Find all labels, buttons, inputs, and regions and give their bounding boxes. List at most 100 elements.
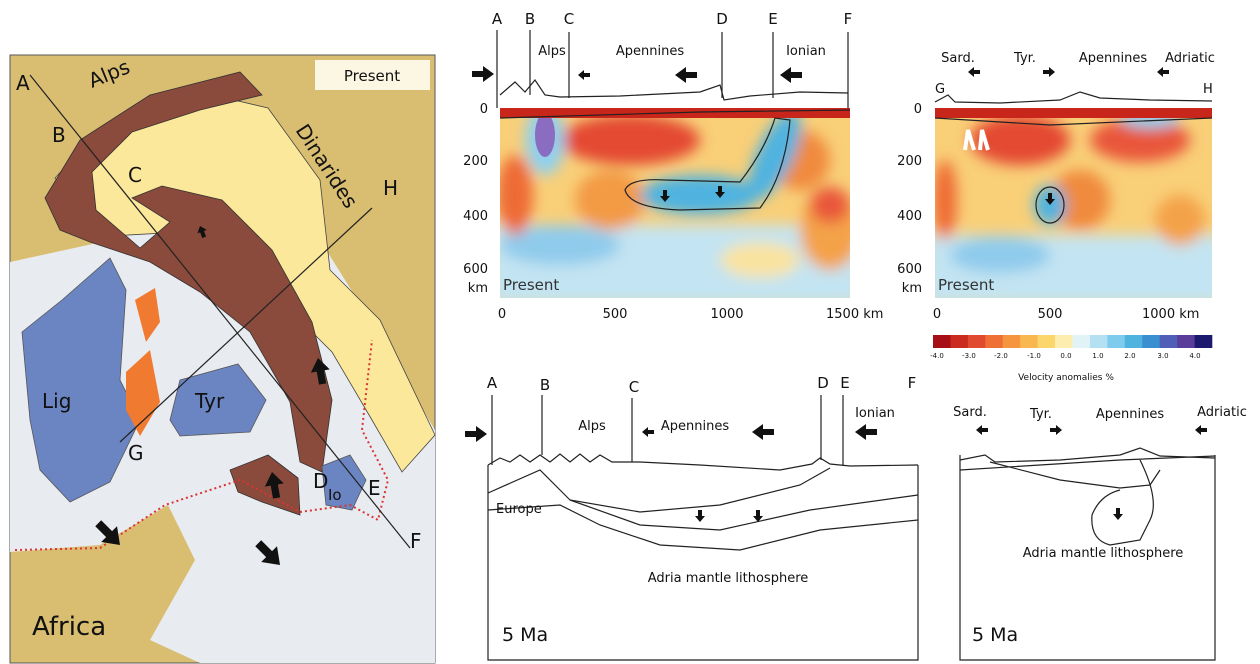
map-label: D: [313, 469, 328, 493]
tomography-image: [490, 104, 860, 305]
colorbar: -4.0 -3.0 -2.0 -1.0 0.0 1.0 2.0 3.0 4.0 …: [930, 335, 1212, 383]
colorbar-cell: [968, 335, 986, 348]
colorbar-tick-label: 3.0: [1157, 352, 1168, 360]
region-label: Apennines: [1096, 407, 1164, 422]
region-label: Adriatic: [1165, 51, 1215, 66]
model-frame: [488, 465, 918, 660]
map-label: Io: [328, 486, 342, 504]
topography: [935, 92, 1212, 103]
anomaly: [497, 155, 533, 235]
anomaly: [535, 113, 555, 157]
region-label: Tyr.: [1029, 407, 1052, 422]
colorbar-tick-label: 2.0: [1124, 352, 1135, 360]
colorbar-cell: [1038, 335, 1056, 348]
anomaly: [1155, 195, 1205, 245]
anomaly: [933, 160, 957, 240]
colorbar-cell: [1073, 335, 1091, 348]
x-tick-label: 0: [498, 307, 506, 322]
colorbar-cell: [1107, 335, 1125, 348]
colorbar-cell: [985, 335, 1003, 348]
map-label: Africa: [32, 612, 106, 642]
section-label: H: [1203, 82, 1213, 97]
topography: [488, 454, 918, 470]
x-tick-label: 500: [603, 307, 628, 322]
region-label: Tyr.: [1013, 51, 1036, 66]
section-label: F: [844, 10, 853, 28]
plate-label: Adria mantle lithosphere: [648, 571, 809, 586]
motion-arrow: [855, 424, 877, 440]
motion-arrow: [976, 425, 988, 435]
inset-label: Present: [503, 276, 559, 294]
region-label: Sard.: [941, 51, 975, 66]
plate-label: Adria mantle lithosphere: [1023, 546, 1184, 561]
colorbar-cell: [933, 335, 951, 348]
page: Present A B C H Alps Dinarides Lig Tyr G…: [0, 0, 1260, 664]
colorbar-cell: [1195, 335, 1213, 348]
anomaly: [560, 115, 700, 165]
map-label: H: [383, 176, 398, 200]
section-label: D: [817, 374, 829, 392]
y-tick-label: 200: [463, 154, 488, 169]
model-gh: Sard. Tyr. Apennines Adriatic Adria mant…: [953, 405, 1247, 660]
section-label: E: [840, 374, 849, 392]
colorbar-cell: [1142, 335, 1160, 348]
colorbar-cell: [1160, 335, 1178, 348]
region-label: Sard.: [953, 405, 987, 420]
region-label: Adriatic: [1197, 405, 1247, 420]
y-tick-label: 200: [897, 154, 922, 169]
colorbar-tick-label: -1.0: [1027, 352, 1041, 360]
age-label: 5 Ma: [972, 624, 1018, 646]
anomaly: [935, 108, 1212, 118]
y-unit: km: [468, 281, 488, 296]
region-label: Apennines: [661, 419, 729, 434]
anomaly: [810, 187, 850, 223]
motion-arrow: [1050, 425, 1062, 435]
colorbar-tick-label: 4.0: [1189, 352, 1200, 360]
colorbar-cell: [1055, 335, 1073, 348]
motion-arrow: [1043, 67, 1055, 77]
motion-arrow: [752, 424, 774, 440]
section-label: D: [716, 10, 728, 28]
plate-boundary: [488, 505, 918, 550]
y-tick-label: 600: [897, 262, 922, 277]
motion-arrow: [780, 67, 802, 83]
colorbar-cell: [1020, 335, 1038, 348]
section-label: B: [540, 376, 550, 394]
colorbar-cell: [950, 335, 968, 348]
anomaly: [950, 237, 1050, 273]
anomaly: [720, 242, 800, 278]
section-label: A: [487, 374, 498, 392]
map-label: B: [52, 123, 66, 147]
map-panel: Present A B C H Alps Dinarides Lig Tyr G…: [10, 55, 435, 663]
colorbar-title: Velocity anomalies %: [1018, 373, 1114, 383]
plate-boundary: [990, 462, 1160, 488]
x-tick-label: 1000: [710, 307, 743, 322]
region-label: Apennines: [1079, 51, 1147, 66]
colorbar-cell: [1090, 335, 1108, 348]
map-label: F: [410, 529, 422, 553]
motion-arrow: [1157, 67, 1169, 77]
region-label: Alps: [538, 44, 566, 59]
topography: [500, 80, 848, 100]
region-label: Apennines: [616, 44, 684, 59]
colorbar-tick-label: 1.0: [1092, 352, 1103, 360]
colorbar-cell: [1003, 335, 1021, 348]
map-label: E: [368, 476, 381, 500]
colorbar-tick-label: 0.0: [1060, 352, 1071, 360]
section-label: E: [768, 10, 777, 28]
section-label: A: [492, 10, 503, 28]
tomography-af: A B C D E F Alps Apennines Ionian 0 200 …: [463, 10, 883, 322]
colorbar-tick-label: -4.0: [930, 352, 944, 360]
age-label: 5 Ma: [502, 624, 548, 646]
model-af: A B C D E F Alps Apennines Ionian Europe…: [465, 374, 918, 660]
inset-label: Present: [938, 276, 994, 294]
motion-arrow: [968, 67, 980, 77]
y-tick-label: 400: [463, 209, 488, 224]
colorbar-cells: [933, 335, 1212, 348]
section-label: C: [564, 10, 574, 28]
motion-arrow: [695, 510, 705, 522]
map-label: A: [16, 71, 30, 95]
colorbar-tick-label: -2.0: [994, 352, 1008, 360]
x-tick-label: 1000 km: [1142, 307, 1199, 322]
motion-arrow: [1113, 508, 1123, 520]
